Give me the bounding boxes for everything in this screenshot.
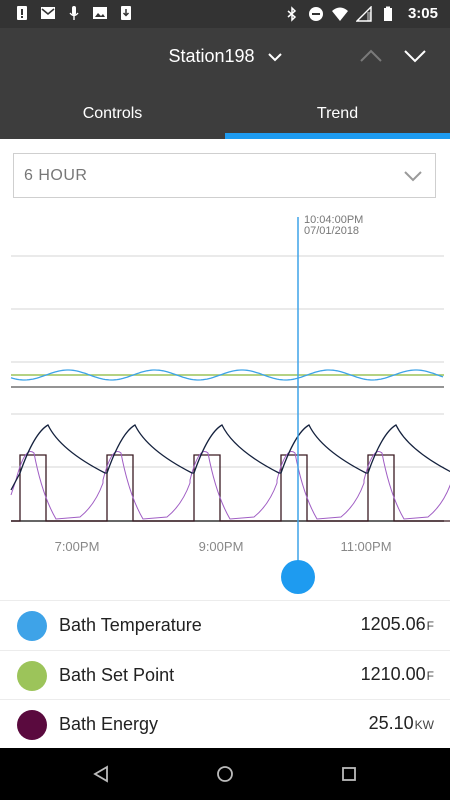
tab-trend[interactable]: Trend <box>225 100 450 139</box>
battery-icon <box>383 6 392 21</box>
download-icon <box>121 6 131 20</box>
series-line-bath-energy <box>10 451 450 520</box>
next-station-button[interactable] <box>402 48 428 64</box>
series-value: 1205.06F <box>360 614 434 634</box>
chevron-down-icon <box>404 171 422 182</box>
previous-station-button[interactable] <box>358 48 384 64</box>
series-unit: F <box>426 668 434 683</box>
series-color-dot <box>17 611 47 641</box>
series-line-pulse <box>11 454 450 522</box>
cursor-time: 10:04:00PM <box>304 214 363 226</box>
legend-row-bath-temperature[interactable]: Bath Temperature 1205.06F <box>0 600 450 650</box>
legend-row-bath-energy[interactable]: Bath Energy 25.10KW <box>0 699 450 749</box>
app-bar: Station198 Controls Trend <box>0 28 450 139</box>
series-unit: KW <box>414 718 434 732</box>
time-range-value: 6 HOUR <box>24 167 88 184</box>
recents-icon[interactable] <box>340 765 358 783</box>
status-bar: 3:05 <box>0 0 450 28</box>
series-unit: F <box>426 619 434 633</box>
series-value: 1210.00F <box>360 663 434 684</box>
station-selector[interactable]: Station198 <box>0 46 450 67</box>
back-icon[interactable] <box>92 765 110 783</box>
x-tick-label: 11:00PM <box>340 539 391 554</box>
series-label: Bath Energy <box>59 714 159 734</box>
system-nav-bar <box>0 748 450 800</box>
bluetooth-icon <box>287 5 297 22</box>
microphone-icon <box>69 6 79 20</box>
series-label: Bath Temperature <box>59 615 202 635</box>
legend: Bath Temperature 1205.06F Bath Set Point… <box>0 600 450 749</box>
chevron-down-icon <box>267 53 282 62</box>
station-name: Station198 <box>168 46 255 66</box>
do-not-disturb-icon <box>308 6 323 21</box>
series-value: 25.10KW <box>368 713 434 733</box>
tab-bar: Controls Trend <box>0 100 450 139</box>
series-line-bath-temperature <box>10 369 444 381</box>
chart-grid <box>11 255 444 522</box>
legend-row-bath-set-point[interactable]: Bath Set Point 1210.00F <box>0 649 450 700</box>
tab-controls[interactable]: Controls <box>82 105 143 122</box>
cursor-date: 07/01/2018 <box>304 225 359 237</box>
wifi-icon <box>331 7 348 21</box>
cursor-handle[interactable] <box>281 560 315 594</box>
series-label: Bath Set Point <box>59 664 175 685</box>
gmail-icon <box>41 7 55 19</box>
clock: 3:05 <box>407 5 438 22</box>
trend-chart: 10:04:00PM 07/01/2018 7:00PM 9:00PM 11:0… <box>10 214 450 594</box>
time-range-dropdown[interactable]: 6 HOUR <box>13 153 436 198</box>
series-color-dot <box>17 710 47 740</box>
signal-icon <box>355 5 372 22</box>
x-tick-label: 9:00PM <box>199 539 244 554</box>
series-color-dot <box>17 660 47 691</box>
alert-icon <box>17 6 27 20</box>
image-icon <box>93 7 107 19</box>
home-icon[interactable] <box>216 765 234 783</box>
series-line-temperature-profile <box>10 424 450 491</box>
x-tick-label: 7:00PM <box>55 539 100 554</box>
chart-plot-area <box>10 369 450 522</box>
